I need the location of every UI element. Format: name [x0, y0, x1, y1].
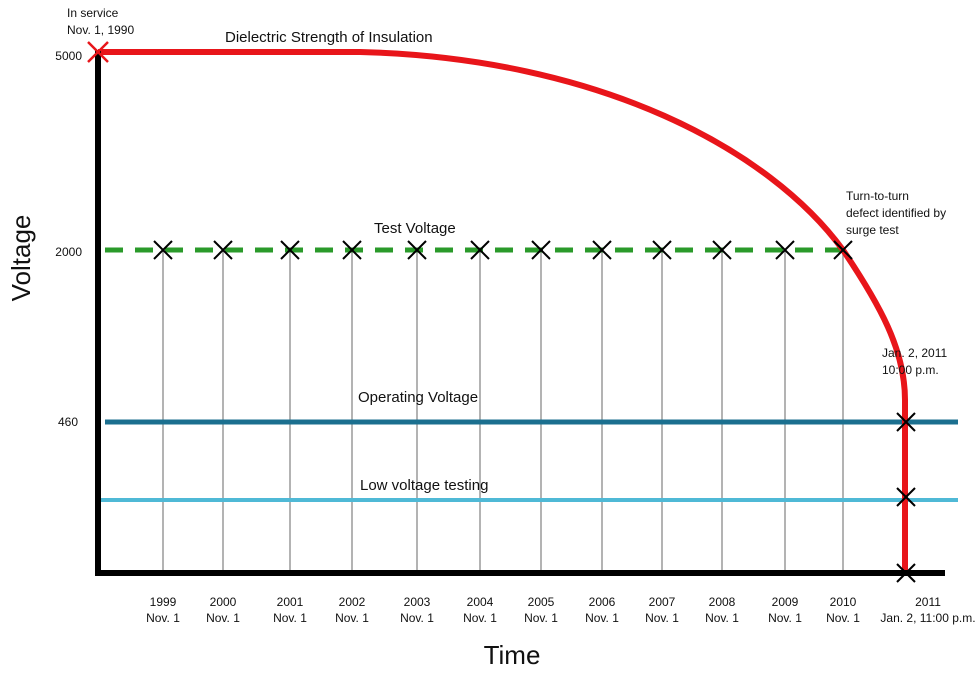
x-tick-label: 2006	[589, 595, 616, 609]
x-tick-label: 2007	[649, 595, 676, 609]
time-lines	[162, 250, 844, 573]
x-marker	[652, 240, 672, 260]
line-label: Low voltage testing	[360, 477, 488, 494]
x-tick-label: Nov. 1	[826, 611, 860, 625]
x-tick-label: Nov. 1	[585, 611, 619, 625]
x-tick-label: Nov. 1	[768, 611, 802, 625]
x-stroke	[280, 240, 300, 260]
x-tick-label: 2010	[830, 595, 857, 609]
x-stroke	[712, 240, 732, 260]
x-tick-label: Nov. 1	[645, 611, 679, 625]
x-stroke	[775, 240, 795, 260]
y-tick: 460	[58, 415, 78, 429]
start-marker	[87, 41, 109, 63]
x-stroke	[896, 487, 916, 507]
x-tick-label: 2000	[210, 595, 237, 609]
x-tick-label: 2004	[467, 595, 494, 609]
line-label: Test Voltage	[374, 220, 456, 237]
x-stroke	[342, 240, 362, 260]
x-tick-label: Nov. 1	[400, 611, 434, 625]
x-tick-label: 2001	[277, 595, 304, 609]
x-stroke	[407, 240, 427, 260]
x-tick-label: Nov. 1	[335, 611, 369, 625]
x-marker	[833, 240, 853, 260]
x-marker	[592, 240, 612, 260]
x-marker	[342, 240, 362, 260]
x-stroke	[896, 563, 916, 583]
x-stroke	[153, 240, 173, 260]
x-tick-label: Nov. 1	[524, 611, 558, 625]
x-tick-label: Nov. 1	[146, 611, 180, 625]
x-tick-label: Nov. 1	[705, 611, 739, 625]
x-tick-label: 2002	[339, 595, 366, 609]
x-marker	[470, 240, 490, 260]
x-marker	[775, 240, 795, 260]
x-stroke	[213, 240, 233, 260]
x-tick-label: Nov. 1	[206, 611, 240, 625]
x-tick-label: 2008	[709, 595, 736, 609]
x-marker	[407, 240, 427, 260]
x-stroke	[470, 240, 490, 260]
x-stroke	[652, 240, 672, 260]
x-marker	[896, 563, 916, 583]
x-stroke	[592, 240, 612, 260]
x-tick-label: 1999	[150, 595, 177, 609]
x-marker	[531, 240, 551, 260]
annotation: Dielectric Strength of Insulation	[225, 29, 433, 46]
x-tick-label: 2009	[772, 595, 799, 609]
y-label: Voltage	[6, 215, 36, 302]
x-tick-label: 2003	[404, 595, 431, 609]
x-marker	[213, 240, 233, 260]
x-marker	[153, 240, 173, 260]
y-tick: 2000	[55, 245, 82, 259]
x-tick-label: Nov. 1	[463, 611, 497, 625]
annotation: surge test	[846, 223, 899, 237]
strength-curve	[98, 49, 908, 573]
annotation: Nov. 1, 1990	[67, 23, 134, 37]
x-tick-label: Jan. 2, 11:00 p.m.	[880, 611, 975, 625]
x-stroke	[531, 240, 551, 260]
x-stroke	[896, 412, 916, 432]
annotation: Turn-to-turn	[846, 189, 909, 203]
x-stroke	[833, 240, 853, 260]
x-marker	[896, 487, 916, 507]
x-marker	[280, 240, 300, 260]
annotation: In service	[67, 6, 119, 20]
annotation: Jan. 2, 2011	[882, 346, 947, 360]
x-tick-label: Nov. 1	[273, 611, 307, 625]
annotation: defect identified by	[846, 206, 946, 220]
x-tick-label: 2005	[528, 595, 555, 609]
annotation: 10:00 p.m.	[882, 363, 939, 377]
x-label: Time	[484, 640, 541, 670]
x-marker	[896, 412, 916, 432]
markers	[153, 240, 916, 583]
x-tick-label: 2011	[915, 595, 941, 609]
y-tick: 5000	[55, 49, 82, 63]
x-marker	[712, 240, 732, 260]
line-label: Operating Voltage	[358, 389, 478, 406]
